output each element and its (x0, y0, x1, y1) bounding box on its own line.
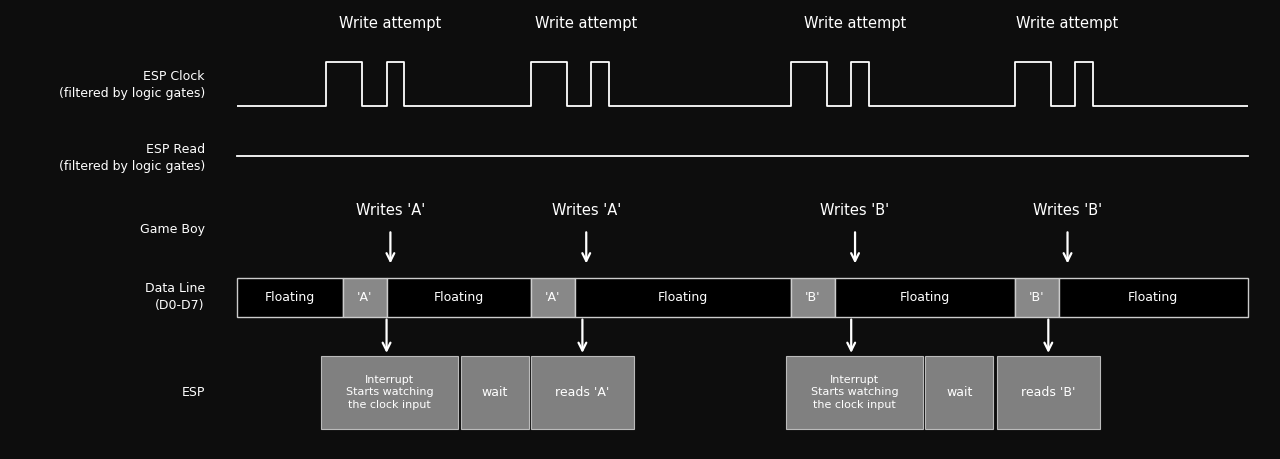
Bar (343, 278, 387, 317)
Bar (1059, 278, 1248, 317)
Text: Floating: Floating (434, 291, 484, 304)
Bar (461, 356, 529, 429)
Text: Data Line
(D0-D7): Data Line (D0-D7) (145, 282, 205, 313)
Bar (237, 278, 343, 317)
Text: Writes 'A': Writes 'A' (356, 203, 425, 218)
Text: 'A': 'A' (545, 291, 561, 304)
Text: reads 'B': reads 'B' (1021, 386, 1075, 399)
Text: Write attempt: Write attempt (1016, 16, 1119, 31)
Bar (531, 278, 575, 317)
Bar (575, 278, 791, 317)
Bar (387, 278, 531, 317)
Bar (791, 278, 835, 317)
Text: reads 'A': reads 'A' (556, 386, 609, 399)
Text: ESP: ESP (182, 386, 205, 399)
Text: ESP Clock
(filtered by logic gates): ESP Clock (filtered by logic gates) (59, 70, 205, 100)
Bar (997, 356, 1100, 429)
Text: Interrupt
Starts watching
the clock input: Interrupt Starts watching the clock inpu… (346, 375, 434, 410)
Text: Floating: Floating (265, 291, 315, 304)
Text: 'A': 'A' (357, 291, 372, 304)
Text: Writes 'B': Writes 'B' (820, 203, 890, 218)
Text: wait: wait (946, 386, 973, 399)
Bar (786, 356, 923, 429)
Text: 'B': 'B' (805, 291, 820, 304)
Text: Interrupt
Starts watching
the clock input: Interrupt Starts watching the clock inpu… (810, 375, 899, 410)
Text: Writes 'B': Writes 'B' (1033, 203, 1102, 218)
Text: Write attempt: Write attempt (339, 16, 442, 31)
Text: Game Boy: Game Boy (140, 223, 205, 236)
Text: 'B': 'B' (1029, 291, 1044, 304)
Text: Write attempt: Write attempt (535, 16, 637, 31)
Bar (321, 356, 458, 429)
Text: Writes 'A': Writes 'A' (552, 203, 621, 218)
Text: Floating: Floating (900, 291, 950, 304)
Bar (925, 356, 993, 429)
Bar (835, 278, 1015, 317)
Text: ESP Read
(filtered by logic gates): ESP Read (filtered by logic gates) (59, 143, 205, 174)
Bar (1015, 278, 1059, 317)
Text: wait: wait (481, 386, 508, 399)
Bar (531, 356, 634, 429)
Text: Floating: Floating (1128, 291, 1179, 304)
Text: Floating: Floating (658, 291, 708, 304)
Text: Write attempt: Write attempt (804, 16, 906, 31)
